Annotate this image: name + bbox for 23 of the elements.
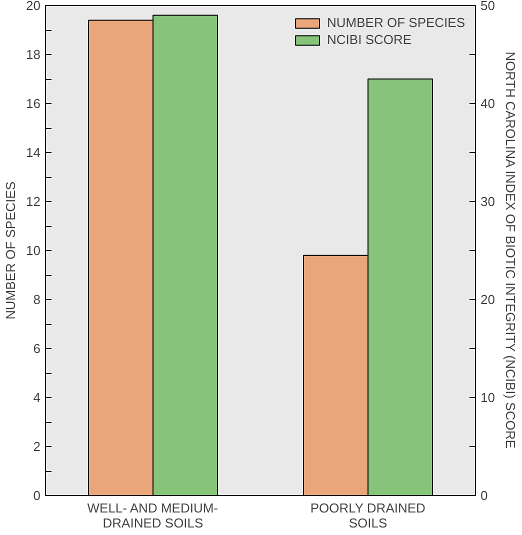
x-tick-label: WELL- AND MEDIUM- DRAINED SOILS — [87, 500, 218, 530]
y2-axis-title: NORTH CAROLINA INDEX OF BIOTIC INTEGRITY (NCIBI) SCORE — [502, 52, 518, 449]
y-tick-label: 2 — [33, 439, 41, 454]
y-axis-title: NUMBER OF SPECIES — [3, 181, 18, 320]
y-tick-label: 0 — [33, 488, 41, 503]
y-tick-label: 12 — [26, 194, 41, 209]
y2-tick-label: 50 — [480, 0, 495, 13]
y2-tick-label: 10 — [480, 390, 495, 405]
y-tick-label: 10 — [26, 243, 41, 258]
y-tick-label: 4 — [33, 390, 41, 405]
y-tick-label: 16 — [26, 96, 41, 111]
y2-tick-label: 30 — [480, 194, 495, 209]
legend-label: NUMBER OF SPECIES — [327, 15, 465, 30]
y-tick-label: 8 — [33, 292, 41, 307]
x-tick-label: POORLY DRAINED SOILS — [310, 500, 426, 530]
y-tick-label: 6 — [33, 341, 41, 356]
y-tick-label: 18 — [26, 47, 41, 62]
legend-label: NCIBI SCORE — [327, 32, 412, 47]
y2-tick-label: 0 — [480, 488, 488, 503]
y-tick-label: 20 — [26, 0, 41, 13]
y-tick-label: 14 — [26, 145, 41, 160]
y2-tick-label: 20 — [480, 292, 495, 307]
y2-tick-label: 40 — [480, 96, 495, 111]
